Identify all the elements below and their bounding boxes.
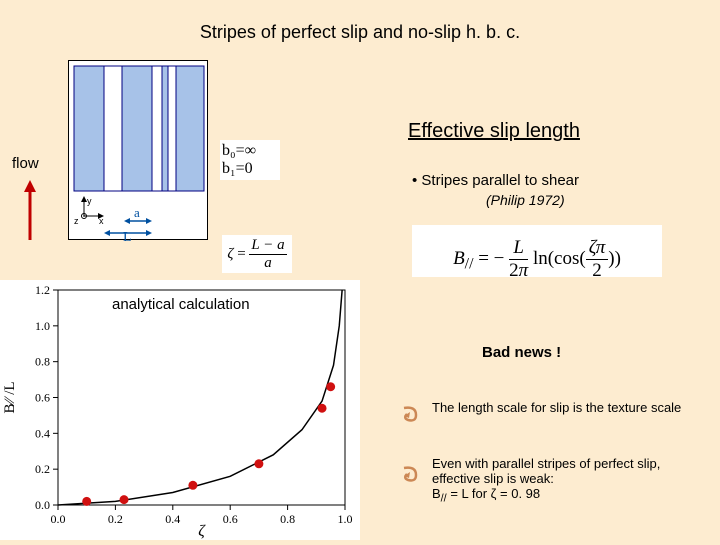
svg-text:0.4: 0.4 bbox=[165, 512, 180, 526]
note-weak-slip: Even with parallel stripes of perfect sl… bbox=[432, 456, 712, 505]
b1-label: b₁=0 bbox=[222, 160, 278, 178]
svg-text:1.0: 1.0 bbox=[338, 512, 353, 526]
stripes-diagram: yx z aL bbox=[68, 60, 208, 240]
b0-label: b₀=∞ bbox=[222, 142, 278, 160]
boundary-labels: b₀=∞ b₁=0 bbox=[220, 140, 280, 180]
svg-text:y: y bbox=[87, 196, 92, 206]
svg-text:0.2: 0.2 bbox=[108, 512, 123, 526]
svg-text:0.2: 0.2 bbox=[35, 462, 50, 476]
swirl-icon bbox=[398, 462, 424, 488]
svg-text:0.6: 0.6 bbox=[35, 391, 50, 405]
flow-label: flow bbox=[12, 155, 39, 172]
page-title: Stripes of perfect slip and no-slip h. b… bbox=[0, 0, 720, 43]
effective-slip-heading: Effective slip length bbox=[408, 120, 580, 143]
svg-text:0.4: 0.4 bbox=[35, 426, 50, 440]
svg-text:a: a bbox=[134, 205, 140, 220]
bullet-reference: (Philip 1972) bbox=[486, 192, 565, 208]
svg-text:0.0: 0.0 bbox=[35, 498, 50, 512]
svg-text:z: z bbox=[74, 216, 79, 226]
svg-text:1.0: 1.0 bbox=[35, 319, 50, 333]
svg-text:1.2: 1.2 bbox=[35, 283, 50, 297]
svg-text:0.8: 0.8 bbox=[280, 512, 295, 526]
svg-text:x: x bbox=[99, 216, 104, 226]
flow-arrow-icon bbox=[20, 180, 40, 242]
slip-formula: B// = − L2π ln(cos(ζπ2)) bbox=[412, 225, 662, 277]
svg-text:0.6: 0.6 bbox=[223, 512, 238, 526]
bullet-parallel: • Stripes parallel to shear bbox=[412, 172, 579, 189]
note-length-scale: The length scale for slip is the texture… bbox=[432, 400, 702, 415]
svg-text:0.8: 0.8 bbox=[35, 355, 50, 369]
slip-graph: 0.0 0.2 0.4 0.6 0.8 1.0 0.0 0.2 0.4 0.6 0.8 1.0 1.2 ζ… bbox=[0, 280, 360, 540]
note2-line2: B// = L for ζ = 0. 98 bbox=[432, 486, 540, 501]
analytical-label: analytical calculation bbox=[112, 296, 250, 313]
svg-text:ζ: ζ bbox=[198, 523, 206, 540]
svg-text:L: L bbox=[123, 230, 132, 241]
bad-news-label: Bad news ! bbox=[482, 344, 561, 361]
swirl-icon bbox=[398, 402, 424, 428]
svg-text:0.0: 0.0 bbox=[51, 512, 66, 526]
zeta-formula: ζ = L − aa bbox=[222, 235, 292, 273]
note2-line1: Even with parallel stripes of perfect sl… bbox=[432, 456, 660, 486]
svg-text:B⁄⁄ /L: B⁄⁄ /L bbox=[2, 381, 18, 413]
